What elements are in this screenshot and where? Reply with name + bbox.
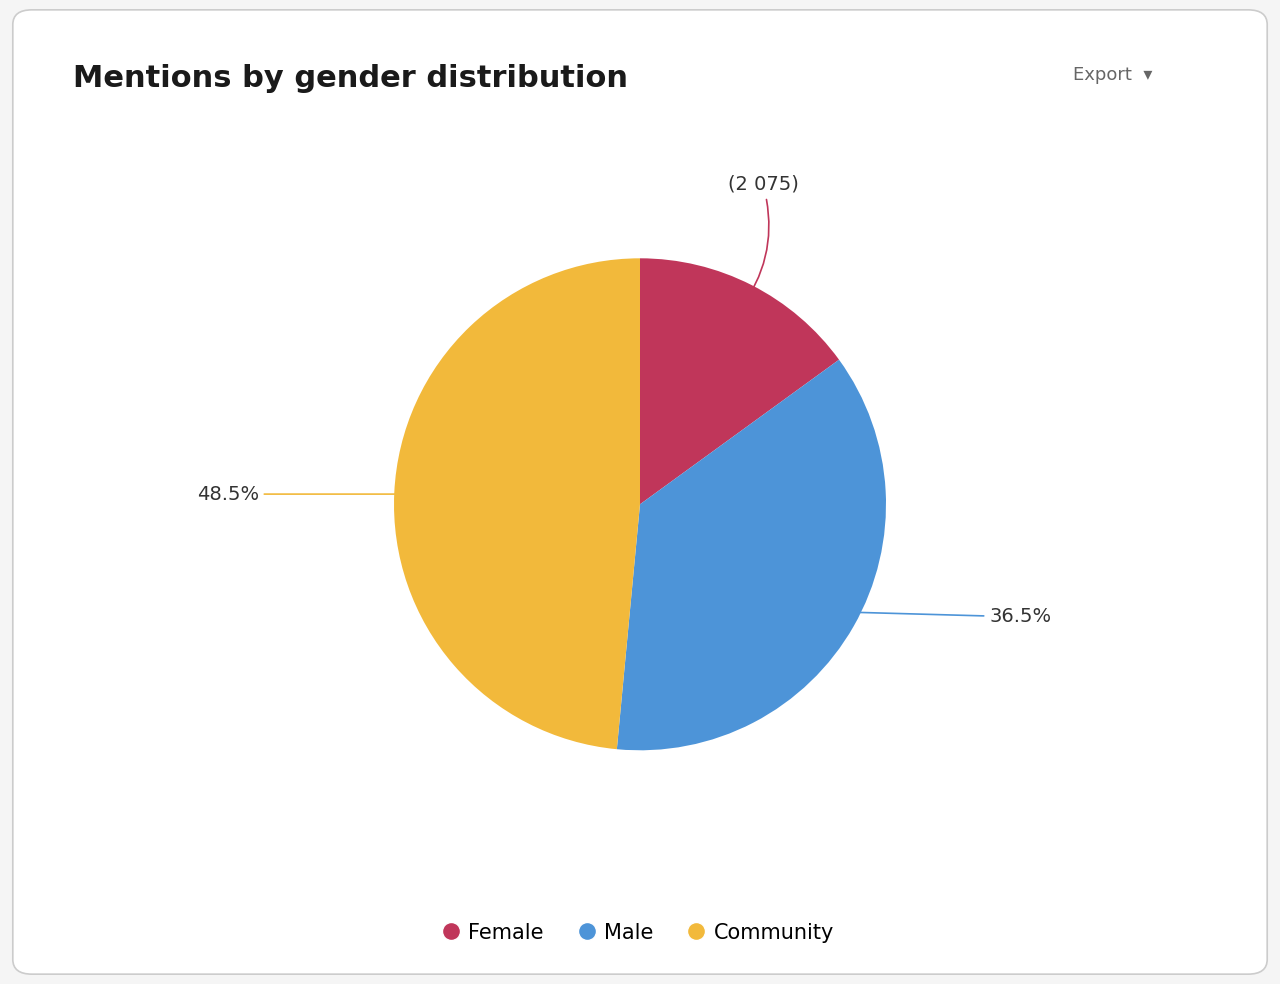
Text: Export  ▾: Export ▾ — [1073, 66, 1152, 84]
Text: 36.5%: 36.5% — [831, 607, 1051, 627]
Wedge shape — [617, 360, 886, 750]
Text: (2 075): (2 075) — [727, 175, 799, 309]
Wedge shape — [640, 258, 838, 504]
Wedge shape — [394, 258, 640, 749]
FancyBboxPatch shape — [1006, 44, 1219, 105]
Legend: Female, Male, Community: Female, Male, Community — [435, 912, 845, 953]
Text: Mentions by gender distribution: Mentions by gender distribution — [73, 64, 628, 92]
Text: 48.5%: 48.5% — [197, 484, 421, 504]
